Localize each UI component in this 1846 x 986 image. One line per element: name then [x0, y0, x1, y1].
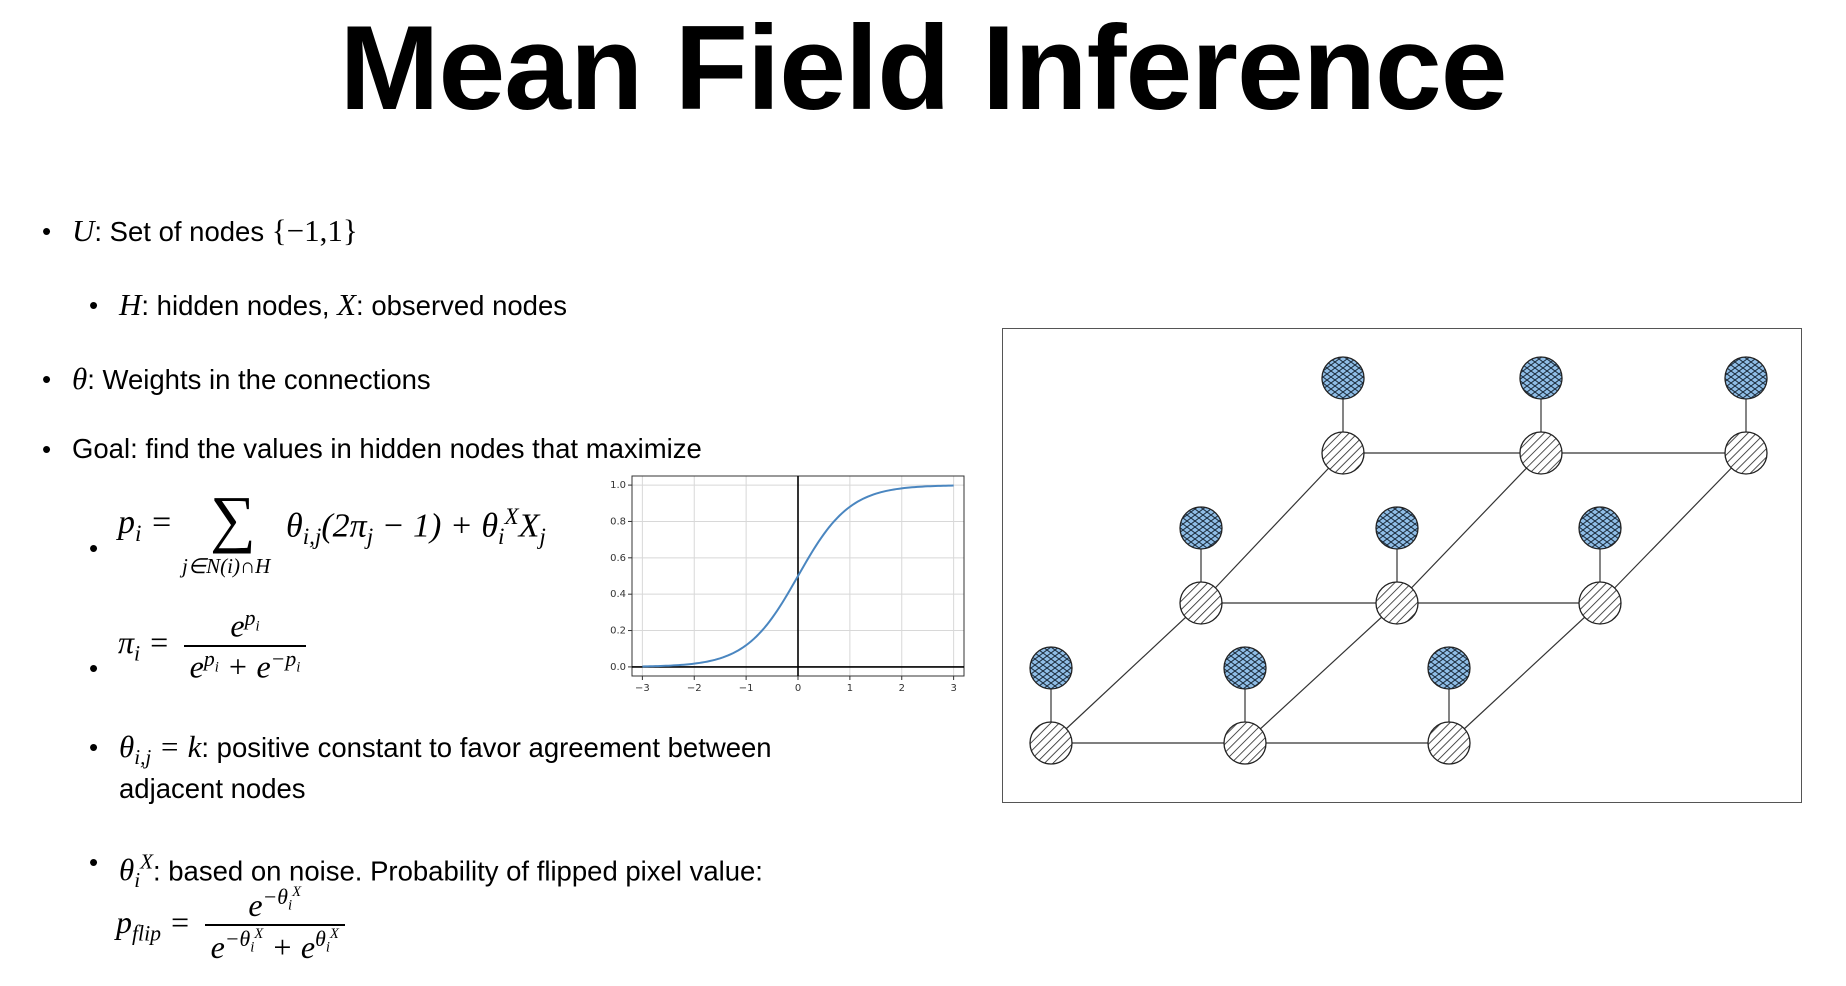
bullet-u: • U: Set of nodes {−1,1} [42, 213, 358, 249]
bullet-dot: • [89, 732, 99, 762]
bullet-dot: • [42, 216, 52, 246]
bullet-dot: • [89, 847, 99, 877]
u-set: {−1,1} [271, 213, 358, 248]
x-tick-label: 2 [899, 683, 905, 694]
bullet-goal: • Goal: find the values in hidden nodes … [42, 432, 702, 466]
observed-node [1321, 356, 1365, 400]
bullet-theta: • θ: Weights in the connections [42, 361, 431, 397]
hidden-node [1321, 431, 1365, 475]
observed-node [1375, 506, 1419, 550]
hidden-node [1029, 721, 1073, 765]
hidden-node [1375, 581, 1419, 625]
hidden-node [1578, 581, 1622, 625]
sigmoid-chart-svg: −3 −2 −1 0 1 2 3 0.0 0.2 0.4 0.6 0.8 1.0 [610, 475, 965, 694]
equation-pflip: pflip = e−θiX e−θiX + eθiX [116, 884, 345, 966]
grid-edge [1396, 452, 1542, 604]
observed-node [1578, 506, 1622, 550]
observed-node [1519, 356, 1563, 400]
u-text: : Set of nodes [94, 216, 272, 247]
bullet-dot: • [42, 434, 52, 464]
x-tick-label: 0 [795, 683, 801, 694]
bullet-dot: • [42, 364, 52, 394]
y-tick-label: 0.6 [610, 553, 626, 564]
bullet-dot: • [89, 653, 99, 683]
ising-grid-svg [1029, 356, 1768, 765]
var-h: H [119, 287, 142, 322]
bullet-noise: • θiX: based on noise. Probability of fl… [89, 847, 763, 893]
var-theta: θ [72, 361, 88, 396]
sigmoid-series-line [642, 484, 954, 668]
goal-text: Goal: find the values in hidden nodes th… [72, 433, 702, 464]
x-tick-label: 3 [950, 683, 956, 694]
slide-title: Mean Field Inference [339, 1, 1508, 135]
y-tick-label: 0.2 [610, 626, 626, 637]
y-tick-label: 1.0 [610, 480, 626, 491]
hidden-node [1519, 431, 1563, 475]
grid-edge [1448, 602, 1601, 744]
y-tick-label: 0.0 [610, 662, 626, 673]
var-u: U [72, 213, 95, 248]
x-tick-label: −1 [739, 683, 754, 694]
observed-node [1427, 646, 1471, 690]
bullet-k-line2: adjacent nodes [119, 773, 306, 804]
h-text: : hidden nodes, [141, 290, 338, 321]
hidden-node [1427, 721, 1471, 765]
x-text: : observed nodes [356, 290, 568, 321]
ising-grid-diagram [1002, 328, 1802, 803]
grid-edge [1050, 602, 1202, 744]
y-tick-label: 0.8 [610, 516, 626, 527]
observed-node [1029, 646, 1073, 690]
bullet-dot: • [89, 290, 99, 320]
bullet-h: • H: hidden nodes, X: observed nodes [89, 287, 568, 323]
bullet-k: • θi,j = k: positive constant to favor a… [89, 729, 772, 770]
noise-text: : based on noise. Probability of flipped… [152, 855, 763, 887]
theta-text: : Weights in the connections [87, 364, 431, 395]
grid-edge [1244, 602, 1398, 744]
x-tick-label: −2 [687, 683, 702, 694]
observed-node [1223, 646, 1267, 690]
hidden-node [1223, 721, 1267, 765]
bullet-dot: • [89, 533, 99, 563]
grid-edge [1599, 452, 1747, 604]
sigmoid-chart: −3 −2 −1 0 1 2 3 0.0 0.2 0.4 0.6 0.8 1.0 [596, 470, 972, 710]
observed-node [1724, 356, 1768, 400]
observed-node [1179, 506, 1223, 550]
equation-pi: πi = epi epi + e−pi [118, 606, 307, 685]
x-tick-label: 1 [847, 683, 853, 694]
grid-edge [1200, 452, 1344, 604]
hidden-node [1179, 581, 1223, 625]
x-tick-label: −3 [635, 683, 650, 694]
hidden-node [1724, 431, 1768, 475]
var-x: X [337, 287, 357, 322]
y-tick-label: 0.4 [610, 589, 626, 600]
k-text: : positive constant to favor agreement b… [201, 732, 772, 763]
